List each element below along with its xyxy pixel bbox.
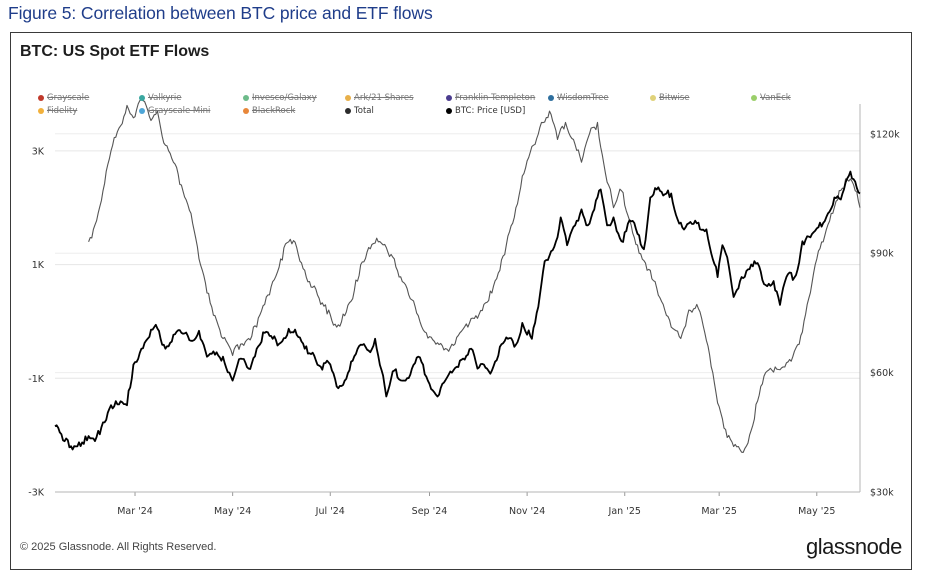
legend-item[interactable]: Grayscale Mini: [139, 106, 210, 116]
y-left-tick-label: 1K: [32, 260, 45, 271]
legend-swatch-icon: [345, 107, 351, 114]
legend-swatch-icon: [548, 94, 554, 101]
legend-item[interactable]: WisdomTree: [548, 93, 609, 103]
y-right-tick-label: $60k: [870, 368, 894, 379]
x-tick-label: Mar '25: [701, 506, 737, 517]
y-right-tick-label: $120k: [870, 129, 900, 140]
legend-label: BlackRock: [252, 106, 296, 116]
copyright-text: © 2025 Glassnode. All Rights Reserved.: [20, 541, 217, 553]
legend-item[interactable]: Grayscale: [38, 93, 89, 103]
chart-legend: Grayscale Valkyrie Invesco/Galaxy Ark/21 Sh…: [38, 93, 828, 119]
legend-label: Grayscale: [47, 93, 90, 103]
legend-swatch-icon: [243, 94, 249, 101]
legend-label: BTC: Price [USD]: [455, 106, 526, 116]
legend-label: VanEck: [760, 93, 791, 103]
legend-label: Grayscale Mini: [148, 106, 211, 116]
legend-label: Valkyrie: [148, 93, 182, 103]
x-tick-label: May '24: [214, 506, 251, 517]
x-tick-label: Jul '24: [315, 506, 345, 517]
y-right-tick-label: $30k: [870, 488, 894, 499]
legend-item[interactable]: Fidelity: [38, 106, 77, 116]
legend-item[interactable]: Bitwise: [650, 93, 690, 103]
legend-swatch-icon: [38, 107, 44, 114]
legend-item[interactable]: BlackRock: [243, 106, 295, 116]
legend-label: Ark/21 Shares: [354, 93, 414, 103]
series-line-btc-price: [54, 170, 861, 451]
legend-swatch-icon: [345, 94, 351, 101]
legend-swatch-icon: [751, 94, 757, 101]
legend-label: Bitwise: [659, 93, 690, 103]
legend-item[interactable]: BTC: Price [USD]: [446, 106, 525, 116]
legend-label: WisdomTree: [557, 93, 609, 103]
legend-swatch-icon: [446, 107, 452, 114]
legend-swatch-icon: [139, 107, 145, 114]
legend-label: Total: [354, 106, 374, 116]
legend-swatch-icon: [243, 107, 249, 114]
legend-label: Invesco/Galaxy: [252, 93, 317, 103]
legend-item[interactable]: Franklin Templeton: [446, 93, 535, 103]
legend-item[interactable]: Invesco/Galaxy: [243, 93, 317, 103]
figure-title: Figure 5: Correlation between BTC price …: [8, 3, 433, 23]
chart-title: BTC: US Spot ETF Flows: [20, 43, 210, 60]
y-left-tick-label: -1K: [28, 374, 44, 385]
legend-label: Franklin Templeton: [455, 93, 536, 103]
x-tick-label: Nov '24: [509, 506, 545, 517]
legend-item[interactable]: VanEck: [751, 93, 791, 103]
legend-label: Fidelity: [47, 106, 78, 116]
brand-logo: glassnode: [806, 534, 902, 559]
y-right-tick-label: $90k: [870, 249, 894, 260]
x-tick-label: May '25: [798, 506, 835, 517]
legend-item[interactable]: Ark/21 Shares: [345, 93, 414, 103]
legend-swatch-icon: [446, 94, 452, 101]
legend-swatch-icon: [650, 94, 656, 101]
chart-frame: [10, 32, 912, 570]
x-tick-label: Sep '24: [412, 506, 448, 517]
legend-item[interactable]: Total: [345, 106, 374, 116]
y-left-tick-label: -3K: [28, 488, 44, 499]
x-tick-label: Mar '24: [117, 506, 153, 517]
legend-item[interactable]: Valkyrie: [139, 93, 181, 103]
legend-swatch-icon: [38, 94, 44, 101]
legend-swatch-icon: [139, 94, 145, 101]
series-line-total: [88, 99, 861, 453]
y-left-tick-label: 3K: [32, 146, 45, 157]
x-tick-label: Jan '25: [608, 506, 641, 517]
